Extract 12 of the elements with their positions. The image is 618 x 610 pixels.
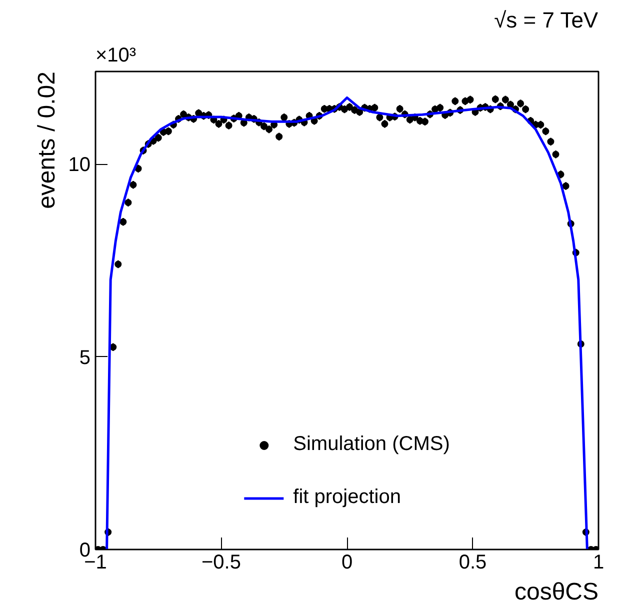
y-tick-label: 10: [68, 154, 91, 176]
legend-label: Simulation (CMS): [293, 433, 450, 456]
x-axis-title: cosθCS: [514, 578, 599, 606]
text: √s = 7 TeV: [494, 8, 598, 32]
x-tick-label: 0: [341, 552, 353, 574]
text: ×10³: [96, 44, 136, 66]
x-tick-label: −0.5: [202, 552, 241, 574]
y-axis-title: events / 0.02: [34, 71, 60, 209]
x-tick-label: 0.5: [458, 552, 487, 574]
y-tick-label: 5: [79, 346, 90, 369]
x-tick-label: 1: [592, 552, 604, 574]
legend-label: fit projection: [293, 486, 401, 509]
